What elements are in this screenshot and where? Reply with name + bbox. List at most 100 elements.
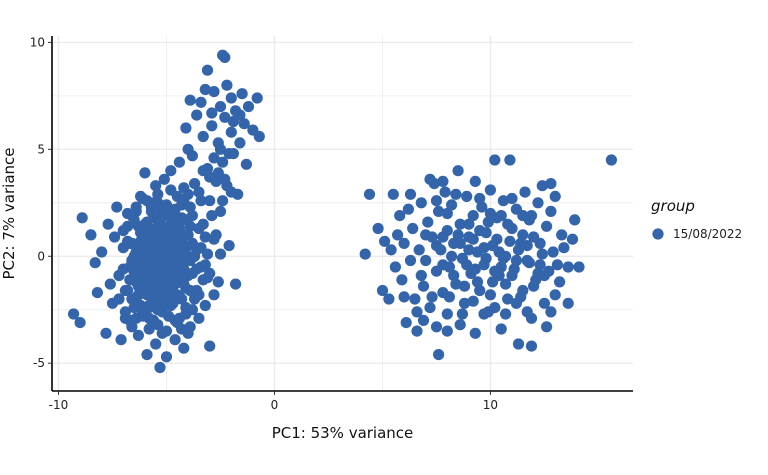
data-point [441,308,453,320]
data-point [489,265,501,277]
data-point [545,205,557,217]
data-point [407,222,419,235]
data-point [392,229,404,241]
data-point [154,361,166,374]
legend: group 15/08/2022 [651,197,742,241]
data-point [411,325,423,337]
data-point [420,254,432,267]
data-point [502,293,514,305]
legend-title: group [651,197,695,215]
data-point [182,188,194,200]
y-axis-title: PC2: 7% variance [0,147,18,279]
data-point [176,199,188,211]
data-point [139,167,151,179]
data-point [454,218,466,230]
data-point [448,269,460,282]
data-point [474,284,486,297]
data-point [536,180,548,192]
data-point [214,143,227,155]
data-point [139,218,151,230]
data-point [227,115,239,128]
data-point [208,152,220,164]
data-point [109,231,121,243]
data-point [150,263,162,275]
legend-key-dot [652,228,664,240]
data-point [223,148,235,160]
data-point [549,190,561,202]
data-point [214,248,227,260]
data-point [413,244,425,256]
data-point [85,229,97,241]
data-point [446,199,458,211]
data-point [379,235,391,247]
data-point [147,197,160,209]
data-point [156,203,168,215]
data-point [221,79,233,91]
data-point [545,178,557,190]
data-point [497,195,509,207]
data-point [210,229,222,241]
data-point [474,225,486,237]
data-point [458,297,471,309]
data-point [160,351,173,363]
data-point [385,244,397,256]
data-point [141,349,153,361]
data-point [230,278,242,290]
data-points [68,49,618,374]
data-point [204,267,216,279]
data-point [554,276,566,288]
data-point [193,289,205,301]
data-point [463,218,475,230]
y-tick-label: 0 [37,249,45,263]
data-point [115,334,127,346]
data-point [173,261,185,273]
data-point [409,293,421,305]
data-point [547,246,559,258]
data-point [122,235,134,247]
data-point [456,308,468,320]
data-point [467,295,479,307]
data-point [541,321,553,333]
data-point [512,244,525,256]
data-point [186,237,198,249]
data-point [238,118,250,130]
data-point [484,207,496,220]
data-point [510,297,522,309]
data-point [562,297,574,309]
data-point [389,261,401,273]
data-point [158,173,170,185]
data-point [495,210,507,222]
data-point [165,278,177,290]
data-point [253,130,265,143]
data-point [495,323,507,335]
data-point [189,178,201,190]
data-point [113,293,125,305]
x-tick-label: -10 [49,398,69,412]
data-point [189,250,201,262]
data-point [500,278,512,290]
data-point [208,86,220,98]
data-point [163,293,175,305]
data-point [525,210,538,222]
data-point [193,186,205,198]
data-point [219,51,231,64]
data-point [411,306,423,318]
data-point [500,308,512,320]
data-point [126,293,138,305]
data-point [74,317,86,329]
data-point [204,195,216,207]
data-point [169,334,181,346]
data-point [197,130,209,143]
data-point [135,235,147,247]
data-point [372,222,384,235]
data-point [523,257,535,269]
data-point [206,107,218,119]
data-point [184,94,196,106]
data-point [158,267,170,279]
data-point [506,192,518,205]
data-point [225,186,237,198]
data-point [441,325,453,337]
data-point [415,197,427,209]
data-point [236,88,248,100]
data-point [437,259,449,271]
